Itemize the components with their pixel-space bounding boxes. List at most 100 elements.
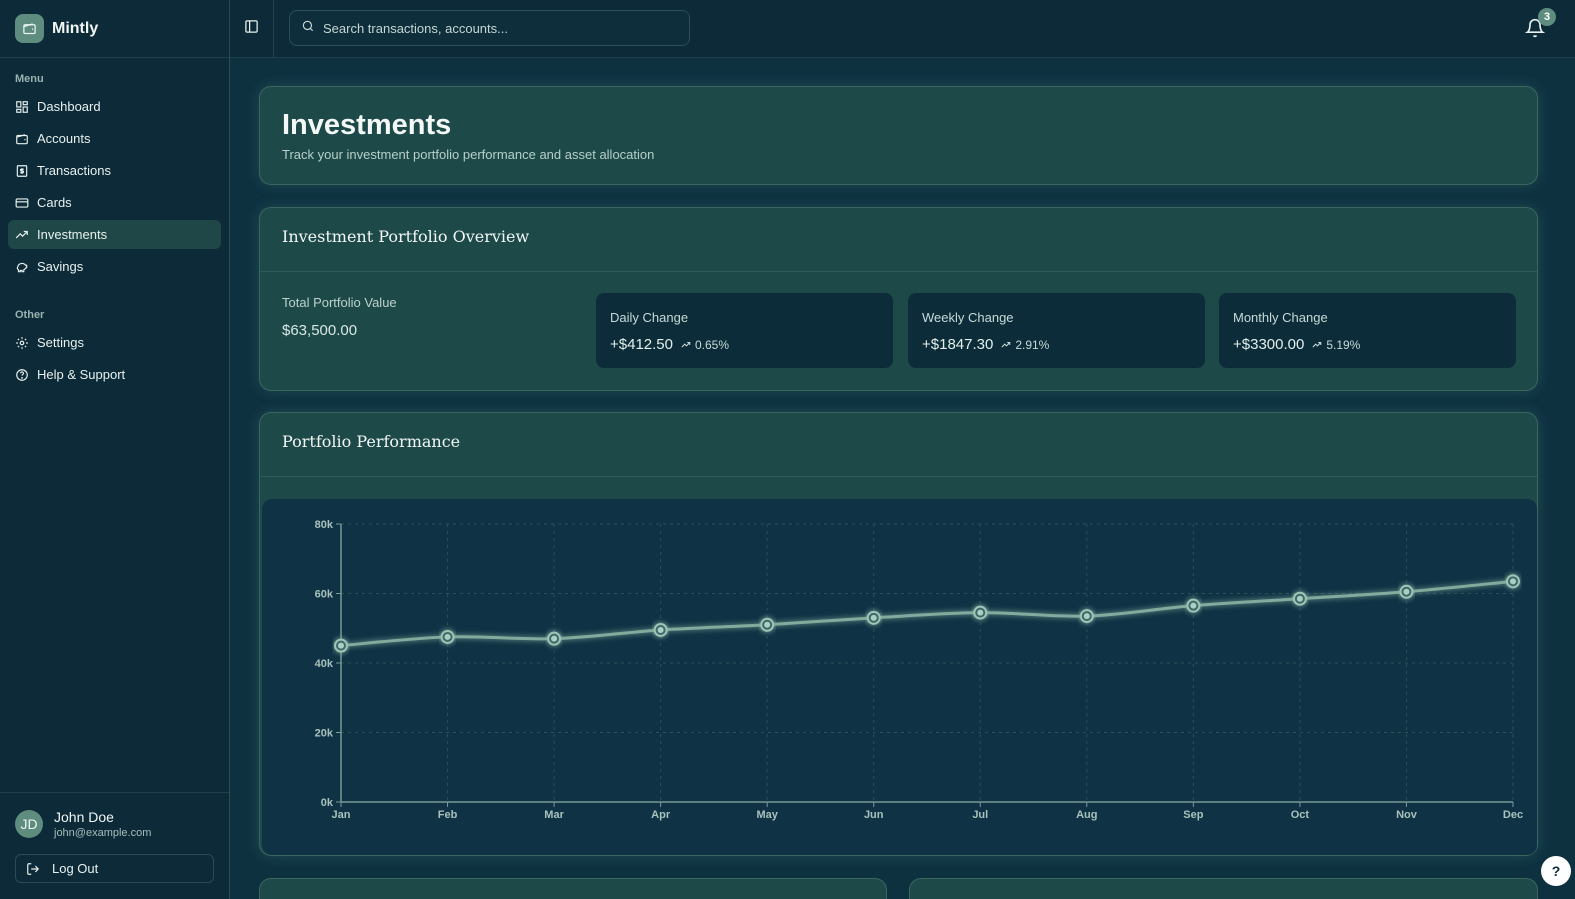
divider — [260, 271, 1537, 272]
notification-badge: 3 — [1538, 8, 1556, 26]
y-tick-label: 40k — [315, 658, 334, 670]
data-point-core — [1190, 602, 1197, 609]
main-content: Investments Track your investment portfo… — [230, 58, 1575, 899]
sidebar-item-label: Accounts — [37, 131, 91, 146]
search-input[interactable] — [323, 20, 663, 36]
stat-percent: 0.65% — [694, 337, 730, 352]
y-tick-label: 80k — [315, 519, 334, 531]
data-point-core — [870, 614, 877, 621]
help-circle-icon — [15, 368, 29, 382]
x-tick-label: Nov — [1396, 809, 1418, 821]
daily-change-stat: Daily Change +$412.50 0.65% — [596, 293, 893, 368]
x-tick-label: Dec — [1503, 809, 1523, 821]
stat-percent-wrap: 0.65% — [681, 338, 729, 352]
sidebar-item-help[interactable]: Help & Support — [8, 360, 221, 389]
y-tick-label: 20k — [315, 728, 334, 740]
sidebar-item-label: Transactions — [37, 163, 111, 178]
credit-card-icon — [15, 196, 29, 210]
stat-value: +$412.50 — [610, 336, 673, 353]
receipt-icon — [15, 164, 29, 178]
sidebar-item-accounts[interactable]: Accounts — [8, 124, 221, 153]
stat-percent: 2.91% — [1015, 337, 1050, 352]
portfolio-overview-card: Investment Portfolio Overview Total Port… — [259, 207, 1538, 391]
x-tick-label: Jul — [972, 809, 988, 821]
other-section-label: Other — [15, 309, 45, 321]
secondary-card — [909, 878, 1538, 899]
logout-label: Log Out — [52, 861, 99, 876]
x-tick-label: Aug — [1076, 809, 1097, 821]
data-point-core — [1510, 578, 1516, 585]
bell-icon — [1524, 18, 1546, 42]
trending-up-icon — [681, 341, 691, 347]
data-point-core — [338, 642, 344, 649]
sidebar-toggle-button[interactable] — [230, 0, 274, 57]
stat-percent-wrap: 5.19% — [1312, 338, 1360, 352]
gear-icon — [15, 336, 29, 350]
sidebar-item-label: Settings — [37, 335, 84, 350]
data-point-core — [1296, 595, 1303, 602]
brand[interactable]: Mintly — [0, 0, 229, 58]
stat-value: +$3300.00 — [1233, 336, 1305, 353]
portfolio-performance-card: Portfolio Performance 0k 20k 40k 60k 80k Jan F… — [259, 412, 1538, 856]
data-point-core — [657, 626, 664, 633]
sidebar-item-label: Help & Support — [37, 367, 126, 382]
stat-percent: 5.19% — [1326, 337, 1361, 352]
x-tick-label: Jan — [332, 809, 351, 821]
data-point-core — [977, 609, 984, 616]
x-tick-label: Apr — [651, 809, 671, 821]
help-fab-button[interactable]: ? — [1541, 856, 1571, 886]
data-point-core — [1083, 613, 1090, 620]
notifications-button[interactable] — [1524, 18, 1546, 38]
panel-left-icon — [244, 19, 259, 39]
performance-chart-svg: 0k 20k 40k 60k 80k Jan Feb Mar Apr May Jun Jul Aug Se… — [315, 519, 1523, 821]
search-box[interactable] — [289, 10, 690, 46]
piggy-bank-icon — [15, 260, 29, 274]
stat-label: Weekly Change — [922, 310, 1014, 325]
sidebar-item-transactions[interactable]: Transactions — [8, 156, 221, 185]
trending-up-icon — [1001, 341, 1011, 347]
asset-allocation-card — [259, 878, 887, 899]
x-tick-label: May — [756, 809, 778, 821]
sidebar-item-label: Savings — [37, 259, 84, 274]
sidebar-item-settings[interactable]: Settings — [8, 328, 221, 357]
total-portfolio-label: Total Portfolio Value — [282, 295, 397, 310]
stat-label: Daily Change — [610, 310, 689, 325]
page-subtitle: Track your investment portfolio performa… — [282, 147, 655, 162]
sidebar-item-investments[interactable]: Investments — [8, 220, 221, 249]
sidebar-item-cards[interactable]: Cards — [8, 188, 221, 217]
wallet-icon — [15, 132, 29, 146]
brand-name: Mintly — [52, 19, 99, 37]
topbar: 3 — [230, 0, 1575, 58]
y-tick-label: 0k — [321, 797, 334, 809]
user-name: John Doe — [54, 809, 114, 825]
x-tick-label: Oct — [1291, 809, 1310, 821]
search-icon — [301, 19, 315, 38]
stat-value: +$1847.30 — [922, 336, 994, 353]
menu-section-label: Menu — [15, 73, 44, 85]
sidebar-footer: JD John Doe john@example.com Log Out — [0, 792, 229, 899]
trending-up-icon — [15, 228, 29, 242]
weekly-change-stat: Weekly Change +$1847.30 2.91% — [908, 293, 1205, 368]
x-tick-label: Mar — [544, 809, 564, 821]
logout-button[interactable]: Log Out — [15, 854, 214, 883]
data-point-core — [551, 635, 558, 642]
sidebar-item-dashboard[interactable]: Dashboard — [8, 92, 221, 121]
y-tick-label: 60k — [315, 589, 334, 601]
dashboard-icon — [15, 100, 29, 114]
series-line — [340, 579, 1514, 648]
performance-title: Portfolio Performance — [282, 432, 461, 451]
sidebar-item-label: Cards — [37, 195, 72, 210]
user-profile[interactable]: JD John Doe john@example.com — [0, 793, 229, 839]
total-portfolio-value: $63,500.00 — [282, 322, 358, 339]
performance-chart: 0k 20k 40k 60k 80k Jan Feb Mar Apr May Jun Jul Aug Se… — [262, 499, 1537, 855]
data-point-core — [764, 621, 771, 628]
wallet-logo-icon — [15, 14, 44, 43]
sidebar-item-label: Dashboard — [37, 99, 101, 114]
monthly-change-stat: Monthly Change +$3300.00 5.19% — [1219, 293, 1516, 368]
stat-label: Monthly Change — [1233, 310, 1328, 325]
overview-title: Investment Portfolio Overview — [282, 227, 530, 246]
sidebar-item-savings[interactable]: Savings — [8, 252, 221, 281]
data-point-core — [1403, 588, 1410, 595]
x-tick-label: Jun — [864, 809, 884, 821]
